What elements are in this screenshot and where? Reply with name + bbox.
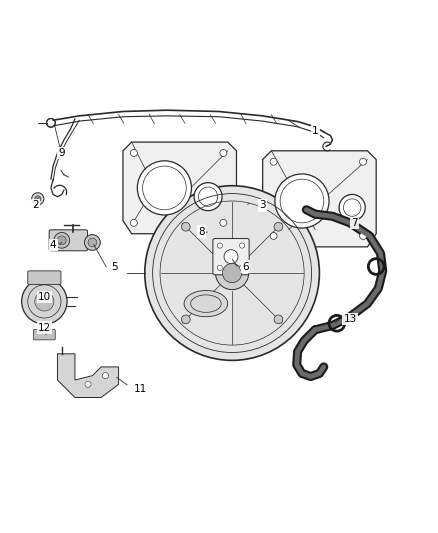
Circle shape xyxy=(360,232,367,239)
FancyBboxPatch shape xyxy=(28,271,61,285)
Polygon shape xyxy=(123,142,237,234)
Circle shape xyxy=(131,149,138,157)
Circle shape xyxy=(131,220,138,227)
Text: 6: 6 xyxy=(242,262,248,271)
Circle shape xyxy=(220,149,227,157)
Circle shape xyxy=(35,196,41,202)
Circle shape xyxy=(217,243,223,248)
Text: 2: 2 xyxy=(32,200,39,211)
Circle shape xyxy=(274,222,283,231)
Text: 8: 8 xyxy=(198,227,205,237)
Text: 10: 10 xyxy=(38,292,51,302)
Circle shape xyxy=(102,373,109,379)
Circle shape xyxy=(32,193,44,205)
Circle shape xyxy=(88,238,97,247)
Circle shape xyxy=(181,222,190,231)
Text: 1: 1 xyxy=(312,126,318,136)
Text: 5: 5 xyxy=(111,262,117,271)
Circle shape xyxy=(194,183,222,211)
Circle shape xyxy=(138,161,191,215)
Circle shape xyxy=(57,236,66,245)
Circle shape xyxy=(85,381,91,387)
Circle shape xyxy=(181,315,190,324)
Circle shape xyxy=(240,243,245,248)
Circle shape xyxy=(270,232,277,239)
Circle shape xyxy=(217,265,223,270)
Text: 11: 11 xyxy=(134,384,147,394)
Circle shape xyxy=(270,158,277,165)
FancyBboxPatch shape xyxy=(49,230,88,251)
Text: 12: 12 xyxy=(38,322,51,333)
Circle shape xyxy=(223,263,242,282)
Circle shape xyxy=(360,158,367,165)
FancyBboxPatch shape xyxy=(33,329,55,340)
Circle shape xyxy=(145,185,319,360)
Circle shape xyxy=(35,292,54,311)
Circle shape xyxy=(220,220,227,227)
Text: 9: 9 xyxy=(59,148,65,158)
Circle shape xyxy=(275,174,329,228)
Circle shape xyxy=(240,265,245,270)
Circle shape xyxy=(224,249,238,264)
Text: 7: 7 xyxy=(351,218,358,228)
Ellipse shape xyxy=(184,290,228,317)
Circle shape xyxy=(54,232,70,248)
Circle shape xyxy=(339,195,365,221)
Text: 4: 4 xyxy=(50,240,57,249)
Circle shape xyxy=(85,235,100,251)
Circle shape xyxy=(274,315,283,324)
Polygon shape xyxy=(263,151,376,247)
Polygon shape xyxy=(57,354,119,398)
Text: 13: 13 xyxy=(343,314,357,324)
Circle shape xyxy=(215,256,249,289)
Text: 3: 3 xyxy=(259,200,266,211)
Circle shape xyxy=(21,279,67,324)
FancyBboxPatch shape xyxy=(213,239,249,275)
